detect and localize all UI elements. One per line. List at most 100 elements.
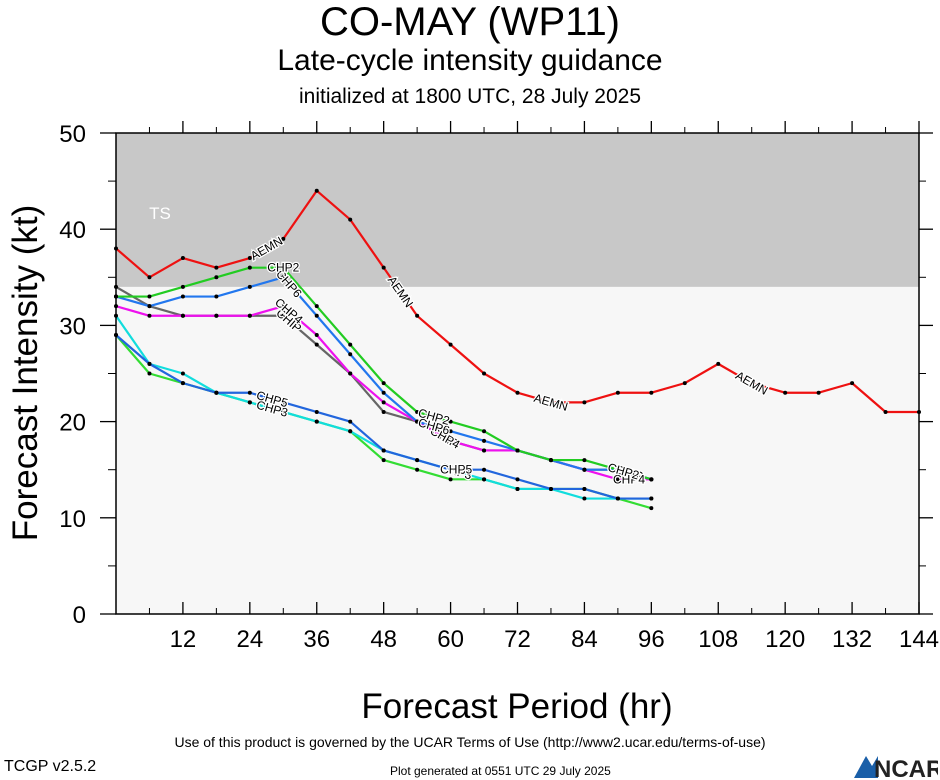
point-chp6-12	[180, 294, 185, 299]
point-chp5-72	[515, 477, 520, 482]
x-tick-label-60: 60	[437, 626, 464, 653]
y-tick-label-40: 40	[59, 217, 86, 244]
point-chp6-84	[582, 467, 587, 472]
point-chp6-54	[415, 419, 420, 424]
point-chp5-6	[147, 361, 152, 366]
point-chp2-6	[147, 294, 152, 299]
series-label-chp4: CHP4	[613, 472, 645, 486]
point-chp2-78	[548, 458, 553, 463]
point-chp2-66	[482, 429, 487, 434]
point-aemn-102	[682, 381, 687, 386]
point-chp2-30	[281, 265, 286, 270]
x-tick-label-12: 12	[170, 626, 197, 653]
point-chp4-36	[314, 333, 319, 338]
point-chip-36	[314, 342, 319, 347]
point-aemn-126	[816, 390, 821, 395]
point-chp6-66	[482, 438, 487, 443]
point-chp2-54	[415, 409, 420, 414]
point-chp6-6	[147, 304, 152, 309]
point-aemn-84	[582, 400, 587, 405]
x-tick-label-36: 36	[303, 626, 330, 653]
point-chp4-42	[348, 371, 353, 376]
intensity-bands	[116, 133, 919, 614]
point-chp2-12	[180, 284, 185, 289]
point-aemn-42	[348, 217, 353, 222]
point-aemn-54	[415, 313, 420, 318]
point-aemn-12	[180, 256, 185, 261]
y-tick-label-0: 0	[73, 602, 86, 629]
point-chp3-42	[348, 429, 353, 434]
series-label-chp2: CHP2	[267, 261, 299, 275]
x-tick-labels: 12 24 36 48 60 72 84 96 108 120 132 144	[170, 626, 939, 653]
point-chp5-78	[548, 486, 553, 491]
point-chp2-84	[582, 458, 587, 463]
point-chp4-24	[247, 313, 252, 318]
point-chip-48	[381, 409, 386, 414]
y-tick-label-20: 20	[59, 410, 86, 437]
point-chp5-30	[281, 400, 286, 405]
point-chp2-60	[448, 419, 453, 424]
x-tick-label-120: 120	[765, 626, 805, 653]
point-chp2-36	[314, 304, 319, 309]
y-tick-label-30: 30	[59, 313, 86, 340]
point-chp5-96	[649, 496, 654, 501]
point-chip-30	[281, 313, 286, 318]
point-chp5-66	[482, 467, 487, 472]
point-chp2-18	[214, 275, 219, 280]
chart-subtitle: Late-cycle intensity guidance	[277, 44, 663, 77]
generated-time: Plot generated at 0551 UTC 29 July 2025	[390, 764, 611, 778]
x-tick-label-24: 24	[236, 626, 263, 653]
point-aemn-48	[381, 265, 386, 270]
point-chp4-6	[147, 313, 152, 318]
point-chp4-18	[214, 313, 219, 318]
point-chp1-54	[415, 467, 420, 472]
x-tick-label-84: 84	[571, 626, 598, 653]
x-tick-label-48: 48	[370, 626, 397, 653]
y-axis-label: Forecast Intensity (kt)	[6, 205, 45, 541]
point-aemn-132	[850, 381, 855, 386]
point-aemn-30	[281, 236, 286, 241]
point-chp5-42	[348, 419, 353, 424]
ncar-logo-text: NCAR	[874, 756, 938, 780]
point-chp1-96	[649, 506, 654, 511]
point-chp3-72	[515, 486, 520, 491]
point-aemn-108	[716, 361, 721, 366]
y-tick-label-10: 10	[59, 506, 86, 533]
axis-ticks	[100, 121, 933, 615]
y-tick-labels: 0 10 20 30 40 50	[59, 121, 86, 629]
point-chp5-12	[180, 381, 185, 386]
point-chp6-24	[247, 284, 252, 289]
ncar-logo: NCAR	[854, 756, 938, 780]
point-chp3-12	[180, 371, 185, 376]
point-chp3-66	[482, 477, 487, 482]
point-chp6-30	[281, 275, 286, 280]
init-time-line: initialized at 1800 UTC, 28 July 2025	[298, 85, 642, 108]
band-labels: TS	[149, 204, 171, 223]
point-chp5-54	[415, 458, 420, 463]
x-axis-label: Forecast Period (hr)	[361, 687, 672, 726]
point-chp4-48	[381, 400, 386, 405]
point-chp4-12	[180, 313, 185, 318]
point-chp3-24	[247, 400, 252, 405]
point-aemn-66	[482, 371, 487, 376]
intensity-chart: TS CHP3CHP3CHP5CHP5CHIPCHIPCHIPCHP4CHP4C…	[6, 121, 939, 726]
point-chp5-18	[214, 390, 219, 395]
version-label: TCGP v2.5.2	[4, 758, 97, 775]
point-chp1-6	[147, 371, 152, 376]
x-tick-label-132: 132	[832, 626, 872, 653]
point-chp2-48	[381, 381, 386, 386]
point-chp2-96	[649, 477, 654, 482]
band-label-ts: TS	[149, 204, 171, 223]
chart-title: CO-MAY (WP11)	[319, 0, 621, 44]
band-0	[116, 133, 919, 287]
point-chp5-48	[381, 448, 386, 453]
x-tick-label-72: 72	[504, 626, 531, 653]
point-aemn-120	[783, 390, 788, 395]
point-aemn-36	[314, 188, 319, 193]
point-chp4-90	[615, 477, 620, 482]
point-aemn-90	[615, 390, 620, 395]
point-aemn-18	[214, 265, 219, 270]
x-tick-label-96: 96	[638, 626, 665, 653]
ncar-logo-mark	[854, 756, 878, 778]
y-tick-label-50: 50	[59, 121, 86, 148]
